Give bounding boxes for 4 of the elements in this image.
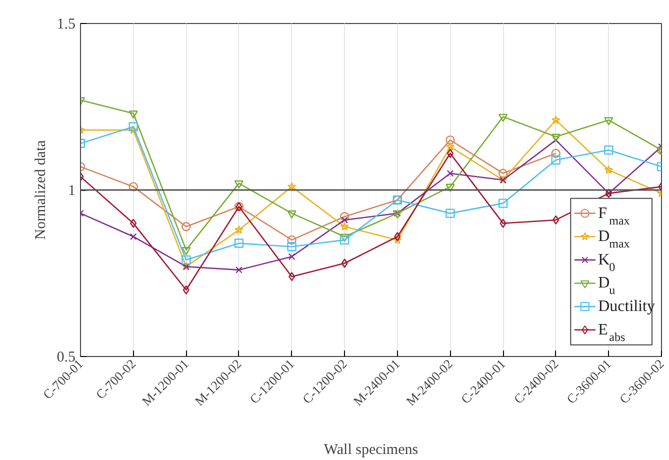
y-axis-title: Normalized data — [32, 140, 49, 240]
y-tick-label: 1 — [68, 183, 76, 199]
x-axis-title: Wall specimens — [324, 442, 418, 458]
y-tick-label: 1.5 — [56, 16, 76, 32]
